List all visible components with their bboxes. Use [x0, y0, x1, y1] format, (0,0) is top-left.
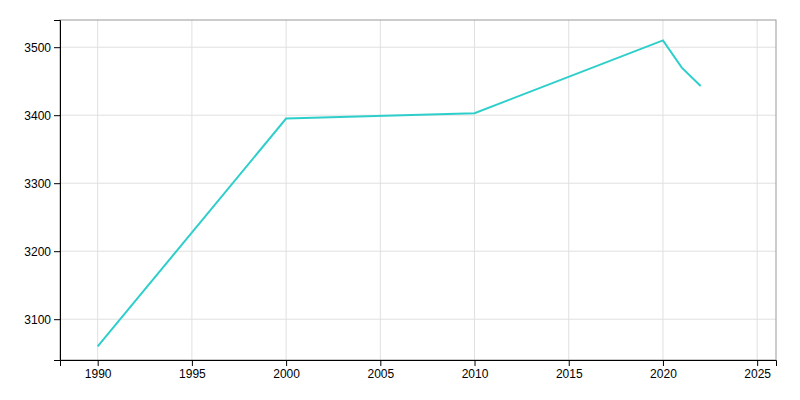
x-tick-mark	[98, 360, 99, 366]
x-tick-label: 1995	[179, 367, 206, 381]
x-tick: 2005	[367, 360, 394, 381]
y-tick-mark	[54, 47, 60, 48]
y-tick: 3300	[24, 177, 60, 191]
x-tick: 2010	[462, 360, 489, 381]
x-tick-label: 2025	[744, 367, 771, 381]
plot-frame	[60, 20, 776, 360]
grid	[60, 20, 776, 360]
plot-area	[98, 40, 701, 346]
y-tick-label: 3500	[24, 41, 51, 55]
x-tick-mark	[192, 360, 193, 366]
y-tick: 3100	[24, 313, 60, 327]
y-tick-mark	[54, 319, 60, 320]
y-tick: 3200	[24, 245, 60, 259]
y-tick: 3500	[24, 41, 60, 55]
chart-container: 1990 1995 2000 2005 2010 2015 2020 2025 3100 3200…	[0, 0, 800, 400]
x-tick: 2025	[744, 360, 771, 381]
x-axis: 1990 1995 2000 2005 2010 2015 2020 2025	[61, 360, 777, 381]
x-grid-line	[191, 20, 192, 360]
x-tick: 2000	[273, 360, 300, 381]
x-tick-mark	[475, 360, 476, 366]
x-tick-label: 2015	[556, 367, 583, 381]
y-tick-mark	[54, 115, 60, 116]
x-grid-line	[568, 20, 569, 360]
y-tick-label: 3300	[24, 177, 51, 191]
x-tick-label: 1990	[85, 367, 112, 381]
x-grid-line	[757, 20, 758, 360]
x-tick: 2015	[556, 360, 583, 381]
x-tick-mark	[569, 360, 570, 366]
y-tick-mark	[54, 251, 60, 252]
x-grid-line	[380, 20, 381, 360]
chart: 1990 1995 2000 2005 2010 2015 2020 2025 3100 3200…	[0, 0, 800, 400]
x-tick: 1995	[179, 360, 206, 381]
y-grid-line	[60, 319, 776, 320]
x-tick-mark	[757, 360, 758, 366]
x-tick: 2020	[650, 360, 677, 381]
x-grid-line	[286, 20, 287, 360]
y-tick-label: 3200	[24, 245, 51, 259]
x-axis-line	[61, 361, 777, 367]
y-tick: 3400	[24, 109, 60, 123]
line	[98, 40, 701, 346]
x-tick-label: 2020	[650, 367, 677, 381]
y-grid-line	[60, 251, 776, 252]
x-grid-line	[474, 20, 475, 360]
y-grid-line	[60, 183, 776, 184]
x-grid-line	[662, 20, 663, 360]
x-tick-label: 2005	[367, 367, 394, 381]
y-axis: 3100 3200 3300 3400 3500	[24, 21, 60, 361]
x-tick-mark	[380, 360, 381, 366]
x-tick-label: 2010	[462, 367, 489, 381]
x-grid-line	[97, 20, 98, 360]
y-tick-label: 3100	[24, 313, 51, 327]
x-tick-mark	[663, 360, 664, 366]
y-tick-label: 3400	[24, 109, 51, 123]
y-axis-line	[54, 21, 61, 361]
y-tick-mark	[54, 183, 60, 184]
x-tick-label: 2000	[273, 367, 300, 381]
x-tick-mark	[286, 360, 287, 366]
x-tick: 1990	[85, 360, 112, 381]
